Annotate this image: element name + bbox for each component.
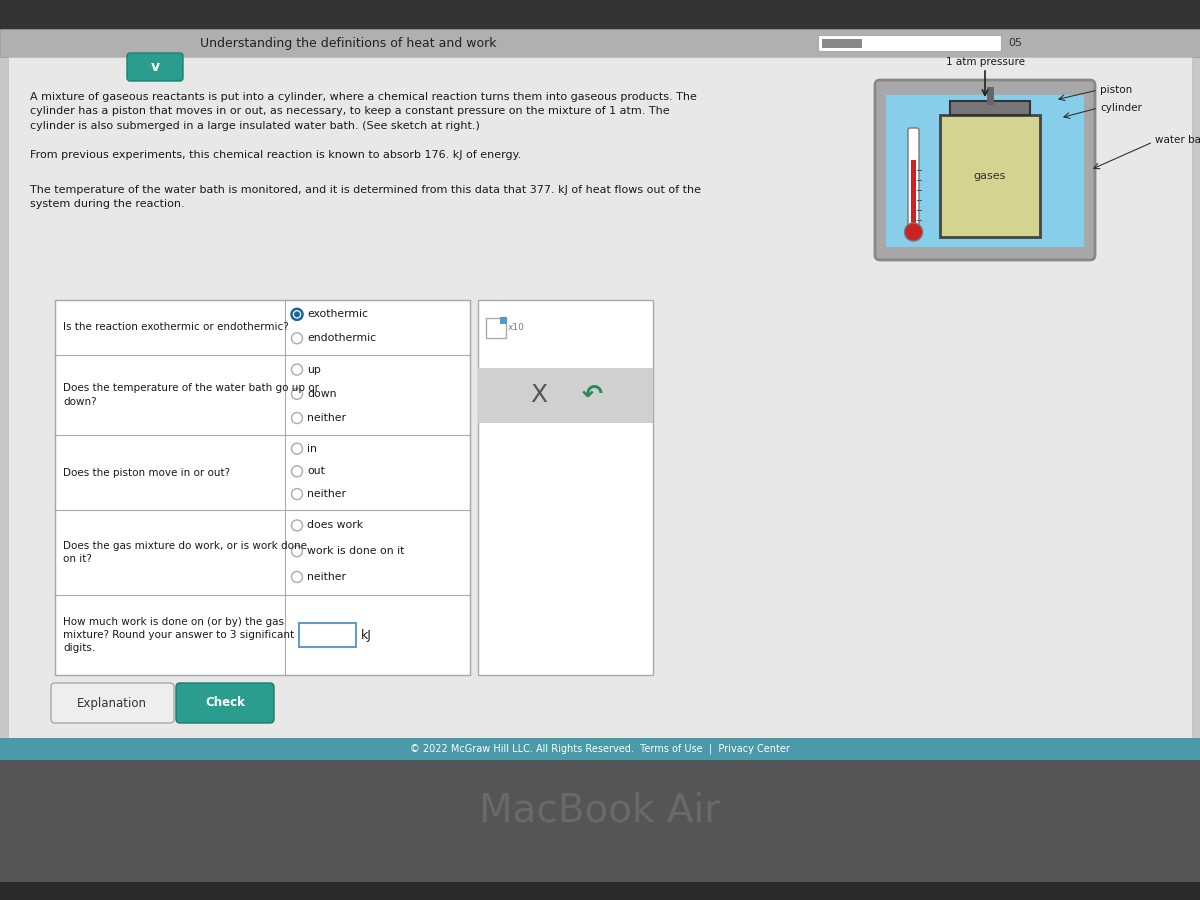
Text: 1 atm pressure: 1 atm pressure bbox=[946, 57, 1025, 67]
Circle shape bbox=[292, 545, 302, 557]
Text: v: v bbox=[150, 60, 160, 74]
Bar bbox=[0, 882, 1200, 900]
FancyBboxPatch shape bbox=[176, 683, 274, 723]
FancyBboxPatch shape bbox=[908, 128, 919, 232]
Circle shape bbox=[905, 223, 923, 241]
Text: gases: gases bbox=[974, 171, 1006, 181]
Text: Is the reaction exothermic or endothermic?: Is the reaction exothermic or endothermi… bbox=[64, 322, 289, 332]
Bar bbox=[486, 318, 506, 338]
Bar bbox=[478, 367, 653, 422]
Text: X: X bbox=[530, 383, 548, 407]
Text: neither: neither bbox=[307, 572, 346, 582]
Text: endothermic: endothermic bbox=[307, 333, 376, 343]
Bar bbox=[55, 300, 470, 675]
Text: work is done on it: work is done on it bbox=[307, 546, 404, 556]
Text: Does the piston move in or out?: Does the piston move in or out? bbox=[64, 467, 230, 478]
Bar bbox=[0, 29, 1200, 57]
Text: How much work is done on (or by) the gas
mixture? Round your answer to 3 signifi: How much work is done on (or by) the gas… bbox=[64, 616, 294, 653]
Circle shape bbox=[292, 520, 302, 531]
Text: kJ: kJ bbox=[361, 628, 372, 642]
Text: piston: piston bbox=[1100, 85, 1133, 95]
Bar bbox=[940, 115, 1040, 237]
FancyBboxPatch shape bbox=[127, 53, 182, 81]
Bar bbox=[0, 0, 1200, 30]
Text: down: down bbox=[307, 389, 336, 399]
Circle shape bbox=[292, 489, 302, 500]
FancyBboxPatch shape bbox=[818, 35, 1002, 51]
Circle shape bbox=[292, 333, 302, 344]
Text: Check: Check bbox=[205, 697, 245, 709]
Text: Understanding the definitions of heat and work: Understanding the definitions of heat an… bbox=[200, 37, 497, 50]
Text: ↶: ↶ bbox=[581, 383, 602, 407]
Text: From previous experiments, this chemical reaction is known to absorb 176. kJ of : From previous experiments, this chemical… bbox=[30, 150, 521, 160]
Circle shape bbox=[292, 466, 302, 477]
Text: up: up bbox=[307, 364, 320, 374]
Text: water ba: water ba bbox=[1154, 135, 1200, 145]
Bar bbox=[0, 738, 1200, 760]
Text: Does the temperature of the water bath go up or
down?: Does the temperature of the water bath g… bbox=[64, 383, 319, 407]
Circle shape bbox=[294, 311, 300, 318]
Text: 05: 05 bbox=[1008, 38, 1022, 48]
Text: A mixture of gaseous reactants is put into a cylinder, where a chemical reaction: A mixture of gaseous reactants is put in… bbox=[30, 92, 697, 130]
Bar bbox=[0, 760, 1200, 882]
Text: neither: neither bbox=[307, 489, 346, 500]
Bar bbox=[950, 101, 1030, 115]
FancyBboxPatch shape bbox=[299, 623, 356, 647]
FancyBboxPatch shape bbox=[50, 683, 174, 723]
Bar bbox=[886, 95, 1084, 247]
Circle shape bbox=[292, 388, 302, 400]
Text: Explanation: Explanation bbox=[77, 697, 148, 709]
Bar bbox=[911, 160, 916, 225]
Text: MacBook Air: MacBook Air bbox=[479, 791, 721, 829]
Text: The temperature of the water bath is monitored, and it is determined from this d: The temperature of the water bath is mon… bbox=[30, 185, 701, 210]
Text: © 2022 McGraw Hill LLC. All Rights Reserved.  Terms of Use  |  Privacy Center: © 2022 McGraw Hill LLC. All Rights Reser… bbox=[410, 743, 790, 754]
Text: out: out bbox=[307, 466, 325, 476]
Bar bbox=[822, 39, 862, 48]
FancyBboxPatch shape bbox=[875, 80, 1096, 260]
Text: Does the gas mixture do work, or is work done
on it?: Does the gas mixture do work, or is work… bbox=[64, 541, 307, 564]
Text: x10: x10 bbox=[508, 323, 524, 332]
Circle shape bbox=[292, 443, 302, 454]
Bar bbox=[500, 317, 508, 324]
Circle shape bbox=[292, 364, 302, 375]
Circle shape bbox=[292, 572, 302, 582]
Text: cylinder: cylinder bbox=[1100, 103, 1142, 113]
Text: in: in bbox=[307, 444, 317, 454]
Bar bbox=[8, 57, 1192, 770]
Circle shape bbox=[292, 412, 302, 424]
Bar bbox=[478, 300, 653, 675]
Text: exothermic: exothermic bbox=[307, 310, 368, 320]
Text: does work: does work bbox=[307, 520, 364, 530]
Circle shape bbox=[292, 309, 302, 320]
Text: neither: neither bbox=[307, 413, 346, 423]
